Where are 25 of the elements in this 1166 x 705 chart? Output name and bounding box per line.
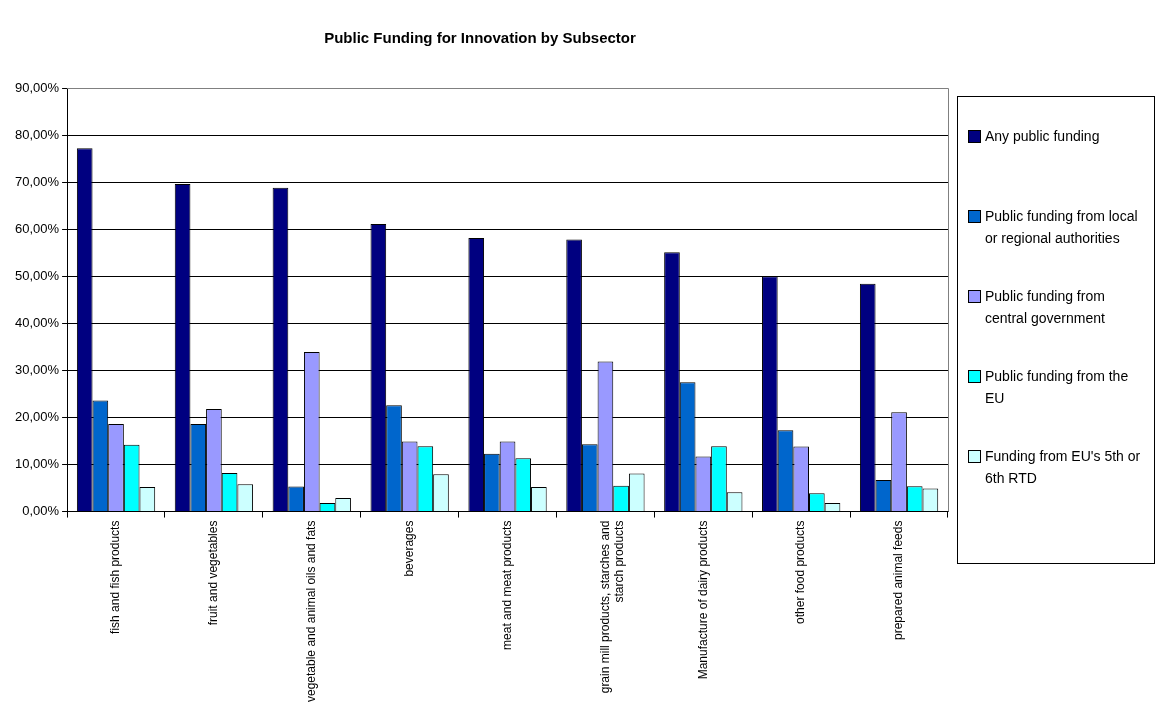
x-tick-label: vegetable and animal oils and fats: [304, 520, 319, 702]
legend-label: Public funding from central government: [985, 287, 1106, 328]
y-tick-label: 90,00%: [15, 79, 60, 95]
y-tick-label: 0,00%: [22, 503, 60, 519]
y-tick-label: 60,00%: [15, 220, 60, 236]
legend-label: Public funding from the EU: [985, 367, 1130, 408]
x-tick-label: prepared animal feeds: [891, 520, 906, 640]
y-tick-label: 10,00%: [15, 456, 60, 472]
legend-label: Funding from EU's 5th or 6th RTD: [985, 447, 1142, 488]
x-tick-label: meat and meat products: [499, 520, 514, 650]
y-tick-label: 50,00%: [15, 267, 60, 283]
x-tick-label: grain mill products, starches and starch products: [597, 520, 627, 694]
x-tick-label: other food products: [793, 520, 808, 624]
y-tick-label: 80,00%: [15, 126, 60, 142]
chart-title: Public Funding for Innovation by Subsector: [324, 29, 636, 47]
x-tick-label: beverages: [401, 520, 416, 577]
x-tick-label: fruit and vegetables: [206, 520, 221, 626]
x-tick-label: Manufacture of dairy products: [695, 520, 710, 680]
legend-label: Public funding from local or regional authorities: [985, 207, 1139, 248]
x-tick-label: fish and fish products: [108, 520, 123, 634]
y-tick-label: 20,00%: [15, 409, 60, 424]
y-tick-label: 70,00%: [15, 173, 60, 189]
legend-label: Any public funding: [985, 127, 1100, 146]
y-tick-label: 40,00%: [15, 314, 60, 330]
y-tick-label: 30,00%: [15, 361, 60, 377]
